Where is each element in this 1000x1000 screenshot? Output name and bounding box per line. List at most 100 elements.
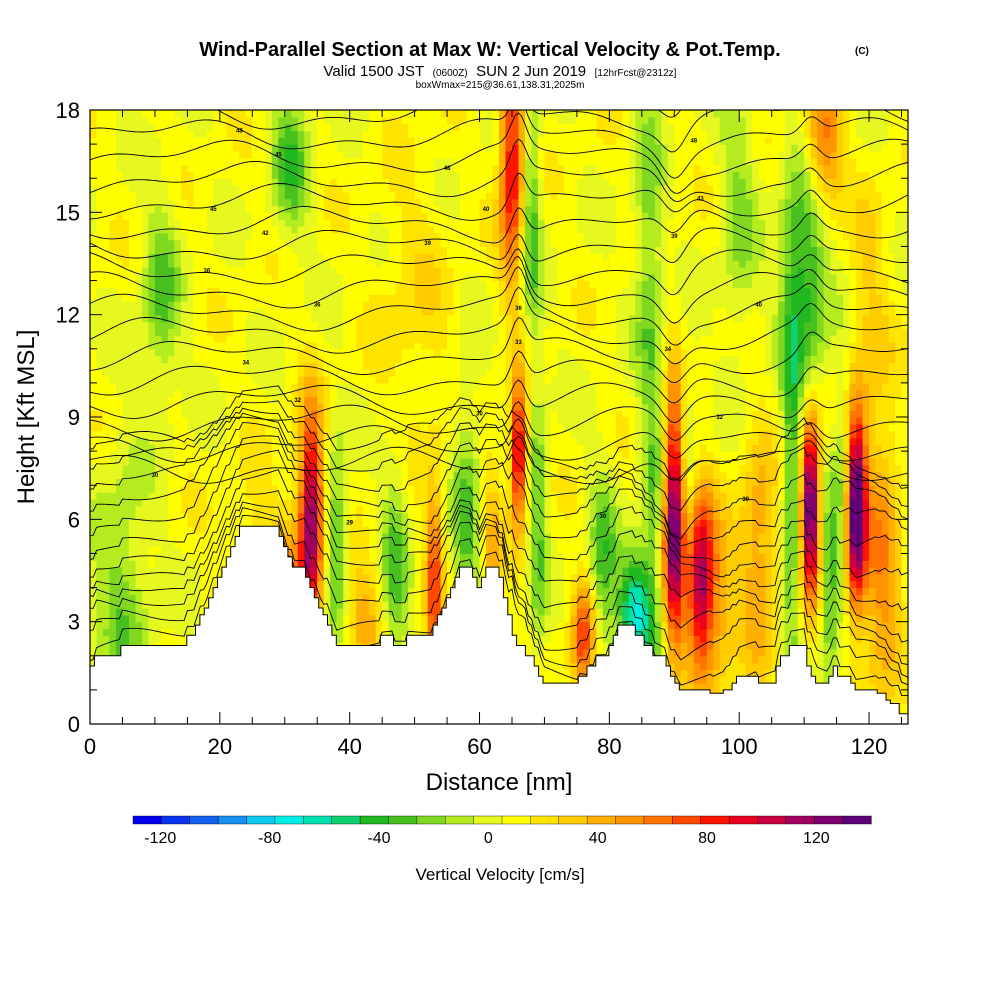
heatmap-cell: [830, 478, 838, 486]
heatmap-cell: [479, 451, 487, 459]
heatmap-cell: [849, 608, 857, 616]
heatmap-cell: [602, 601, 610, 609]
heatmap-cell: [602, 526, 610, 534]
heatmap-cell: [693, 635, 701, 643]
heatmap-cell: [680, 457, 688, 466]
heatmap-cell: [641, 573, 649, 582]
heatmap-cell: [895, 628, 903, 636]
heatmap-cell: [713, 519, 721, 527]
heatmap-cell: [602, 587, 610, 595]
heatmap-cell: [719, 683, 727, 691]
heatmap-cell: [791, 601, 799, 609]
heatmap-cell: [544, 519, 552, 527]
heatmap-cell: [505, 580, 513, 589]
heatmap-cell: [869, 642, 877, 650]
heatmap-cell: [395, 628, 403, 636]
heatmap-cell: [596, 594, 604, 602]
heatmap-cell: [550, 642, 559, 650]
heatmap-cell: [330, 587, 338, 595]
heatmap-cell: [765, 532, 773, 541]
heatmap-cell: [797, 471, 805, 479]
heatmap-cell: [557, 655, 565, 664]
heatmap-cell: [187, 567, 195, 575]
heatmap-cell: [576, 628, 584, 636]
heatmap-cell: [648, 478, 656, 486]
box-wmax-info: boxWmax=215@36.61,138.31,2025m: [416, 80, 585, 91]
heatmap-cell: [174, 464, 182, 473]
heatmap-cell: [778, 485, 786, 493]
heatmap-cell: [537, 587, 546, 595]
heatmap-cell: [869, 648, 877, 657]
heatmap-cell: [187, 498, 195, 507]
heatmap-cell: [882, 601, 890, 609]
heatmap-cell: [518, 498, 526, 507]
heatmap-cell: [602, 608, 610, 616]
heatmap-cell: [531, 655, 539, 664]
heatmap-cell: [122, 580, 130, 589]
heatmap-cell: [401, 601, 409, 609]
heatmap-cell: [154, 464, 163, 473]
heatmap-cell: [784, 648, 792, 657]
heatmap-cell: [232, 464, 240, 473]
heatmap-cell: [693, 546, 701, 555]
heatmap-cell: [693, 642, 701, 650]
heatmap-cell: [447, 485, 455, 493]
heatmap-cell: [836, 648, 844, 657]
heatmap-cell: [823, 560, 831, 568]
heatmap-cell: [239, 457, 247, 466]
heatmap-cell: [895, 485, 903, 493]
heatmap-cell: [544, 662, 552, 671]
heatmap-cell: [752, 594, 760, 602]
heatmap-cell: [901, 457, 908, 466]
heatmap-cell: [291, 471, 299, 479]
heatmap-cell: [460, 532, 468, 541]
heatmap-cell: [219, 519, 227, 527]
heatmap-cell: [635, 505, 643, 514]
heatmap-cell: [843, 457, 851, 466]
heatmap-cell: [537, 478, 546, 486]
heatmap-cell: [524, 498, 533, 507]
heatmap-cell: [719, 662, 727, 671]
heatmap-cell: [752, 628, 760, 636]
heatmap-cell: [654, 580, 662, 589]
heatmap-cell: [589, 621, 597, 630]
heatmap-cell: [576, 601, 584, 609]
heatmap-cell: [473, 498, 481, 507]
heatmap-cell: [888, 669, 896, 677]
heatmap-cell: [343, 457, 351, 466]
heatmap-cell: [388, 464, 396, 473]
heatmap-cell: [804, 621, 812, 630]
heatmap-cell: [830, 526, 838, 534]
heatmap-cell: [167, 478, 175, 486]
heatmap-cell: [791, 512, 799, 520]
heatmap-cell: [128, 512, 137, 520]
heatmap-cell: [115, 553, 124, 561]
heatmap-cell: [641, 505, 649, 514]
heatmap-cell: [544, 567, 552, 575]
heatmap-cell: [427, 464, 435, 473]
heatmap-cell: [109, 526, 117, 534]
heatmap-cell: [239, 485, 247, 493]
heatmap-cell: [161, 457, 169, 466]
heatmap-cell: [804, 464, 812, 473]
heatmap-cell: [739, 648, 747, 657]
heatmap-cell: [141, 628, 150, 636]
heatmap-cell: [583, 492, 591, 500]
heatmap-cell: [693, 669, 701, 677]
heatmap-cell: [843, 648, 851, 657]
heatmap-cell: [836, 457, 844, 466]
heatmap-cell: [323, 560, 331, 568]
heatmap-cell: [388, 457, 396, 466]
heatmap-cell: [797, 498, 805, 507]
heatmap-cell: [563, 498, 572, 507]
heatmap-cell: [869, 532, 877, 541]
heatmap-cell: [752, 532, 760, 541]
heatmap-cell: [317, 580, 325, 589]
heatmap-cell: [654, 539, 662, 548]
heatmap-cell: [550, 635, 559, 643]
heatmap-cell: [641, 608, 649, 616]
heatmap-cell: [856, 532, 864, 541]
heatmap-cell: [784, 478, 792, 486]
heatmap-cell: [304, 478, 312, 486]
heatmap-cell: [401, 573, 409, 582]
